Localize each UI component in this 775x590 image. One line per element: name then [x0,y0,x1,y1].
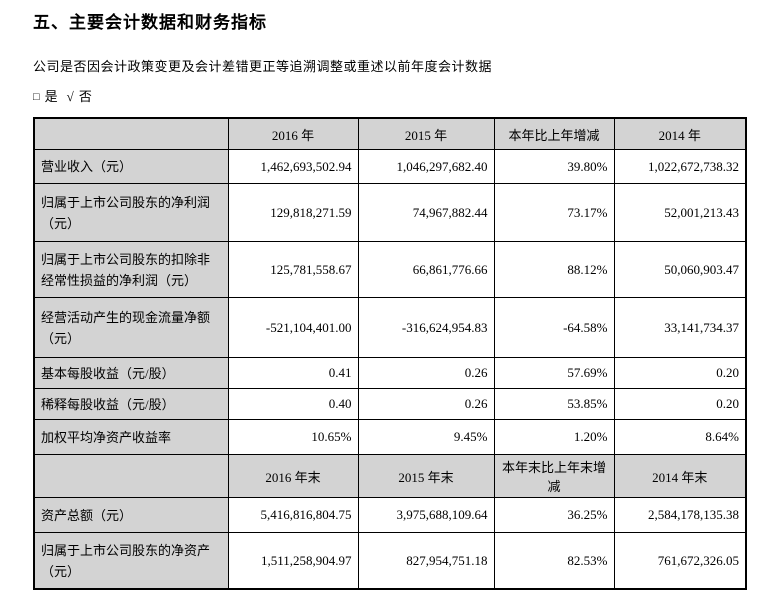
table-row-net-assets: 归属于上市公司股东的净资产（元） 1,511,258,904.97 827,95… [33,532,747,590]
row-label: 归属于上市公司股东的净资产（元） [33,532,229,590]
value-2014: 1,022,672,738.32 [613,149,747,184]
checkbox-unchecked-icon: □ [33,91,41,103]
value-yoy: -64.58% [493,297,615,358]
value-2016: 1,511,258,904.97 [227,532,359,590]
table-row-net-profit-excl-nonrecurring: 归属于上市公司股东的扣除非经常性损益的净利润（元） 125,781,558.67… [33,241,747,298]
value-2015: 3,975,688,109.64 [357,497,495,533]
value-2015: 74,967,882.44 [357,183,495,242]
yes-no-checkline: □ 是 √ 否 [33,86,747,105]
value-yoy: 82.53% [493,532,615,590]
value-2016: 1,462,693,502.94 [227,149,359,184]
header-empty-cell [33,454,229,498]
value-2014: 0.20 [613,388,747,420]
table-header-row-annual: 2016 年 2015 年 本年比上年增减 2014 年 [33,117,747,150]
value-2016: 5,416,816,804.75 [227,497,359,533]
row-label: 稀释每股收益（元/股） [33,388,229,420]
value-yoy: 57.69% [493,357,615,389]
row-label: 基本每股收益（元/股） [33,357,229,389]
header-2015: 2015 年 [357,117,495,150]
value-2016: 0.41 [227,357,359,389]
checkmark-icon: √ [66,89,75,104]
header-yoy-change: 本年比上年增减 [493,117,615,150]
option-yes-label: 是 [44,89,59,104]
value-2014: 2,584,178,135.38 [613,497,747,533]
header-2016: 2016 年 [227,117,359,150]
table-row-operating-cash-flow: 经营活动产生的现金流量净额（元） -521,104,401.00 -316,62… [33,297,747,358]
header-2014-end: 2014 年末 [613,454,747,498]
table-row-basic-eps: 基本每股收益（元/股） 0.41 0.26 57.69% 0.20 [33,357,747,389]
value-2015: 1,046,297,682.40 [357,149,495,184]
value-2015: 66,861,776.66 [357,241,495,298]
value-yoy: 36.25% [493,497,615,533]
value-2015: 9.45% [357,419,495,455]
table-header-row-yearend: 2016 年末 2015 年末 本年末比上年末增减 2014 年末 [33,454,747,498]
value-yoy: 39.80% [493,149,615,184]
header-2015-end: 2015 年末 [357,454,495,498]
table-row-net-profit: 归属于上市公司股东的净利润（元） 129,818,271.59 74,967,8… [33,183,747,242]
value-yoy: 73.17% [493,183,615,242]
row-label: 加权平均净资产收益率 [33,419,229,455]
value-2014: 0.20 [613,357,747,389]
financial-indicators-table: 2016 年 2015 年 本年比上年增减 2014 年 营业收入（元） 1,4… [33,117,747,590]
table-row-total-assets: 资产总额（元） 5,416,816,804.75 3,975,688,109.6… [33,497,747,533]
value-2015: 0.26 [357,357,495,389]
value-2014: 761,672,326.05 [613,532,747,590]
header-2014: 2014 年 [613,117,747,150]
value-2014: 50,060,903.47 [613,241,747,298]
value-yoy: 53.85% [493,388,615,420]
header-yearend-change: 本年末比上年末增减 [493,454,615,498]
value-2016: -521,104,401.00 [227,297,359,358]
value-yoy: 88.12% [493,241,615,298]
value-2016: 10.65% [227,419,359,455]
value-2014: 52,001,213.43 [613,183,747,242]
table-row-diluted-eps: 稀释每股收益（元/股） 0.40 0.26 53.85% 0.20 [33,388,747,420]
value-2015: 0.26 [357,388,495,420]
row-label: 归属于上市公司股东的净利润（元） [33,183,229,242]
value-2015: -316,624,954.83 [357,297,495,358]
section-title: 五、主要会计数据和财务指标 [33,13,267,32]
row-label: 归属于上市公司股东的扣除非经常性损益的净利润（元） [33,241,229,298]
header-empty-cell [33,117,229,150]
value-yoy: 1.20% [493,419,615,455]
row-label: 资产总额（元） [33,497,229,533]
restatement-question: 公司是否因会计政策变更及会计差错更正等追溯调整或重述以前年度会计数据 [33,59,493,74]
value-2015: 827,954,751.18 [357,532,495,590]
value-2016: 129,818,271.59 [227,183,359,242]
table-row-weighted-avg-roe: 加权平均净资产收益率 10.65% 9.45% 1.20% 8.64% [33,419,747,455]
table-row-revenue: 营业收入（元） 1,462,693,502.94 1,046,297,682.4… [33,149,747,184]
value-2016: 125,781,558.67 [227,241,359,298]
row-label: 经营活动产生的现金流量净额（元） [33,297,229,358]
row-label: 营业收入（元） [33,149,229,184]
value-2014: 8.64% [613,419,747,455]
value-2016: 0.40 [227,388,359,420]
value-2014: 33,141,734.37 [613,297,747,358]
option-no-label: 否 [78,89,93,104]
header-2016-end: 2016 年末 [227,454,359,498]
